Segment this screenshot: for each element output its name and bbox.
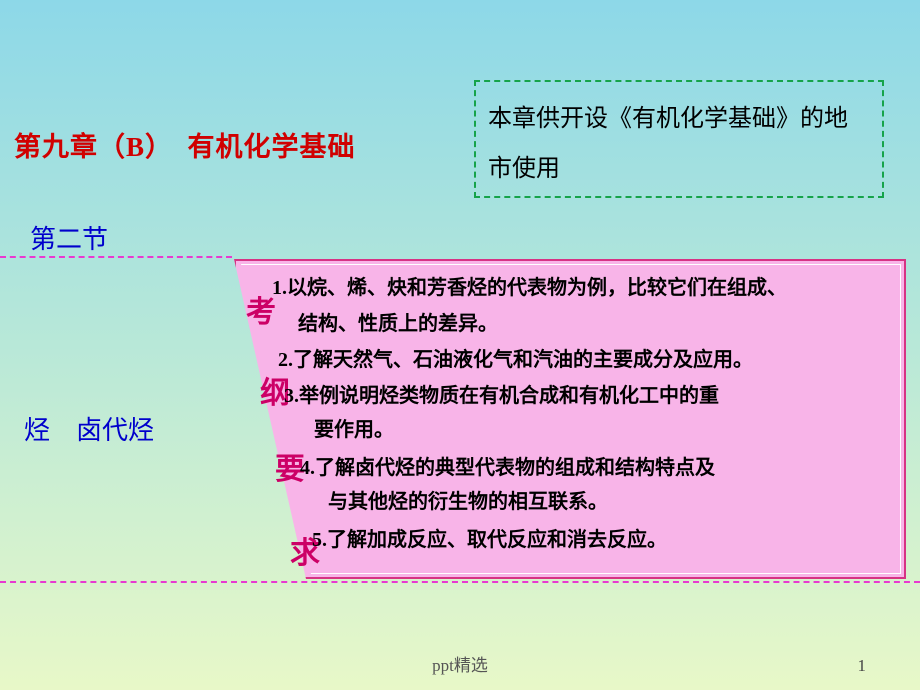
requirement-item-1b: 结构、性质上的差异。	[298, 308, 888, 340]
requirement-item-4b: 与其他烃的衍生物的相互联系。	[328, 486, 888, 518]
divider-dashed-top	[0, 256, 232, 258]
chapter-title: 第九章（B） 有机化学基础	[14, 125, 356, 164]
requirement-item-5: 5.了解加成反应、取代反应和消去反应。	[312, 524, 892, 556]
divider-dashed-bottom	[0, 581, 920, 583]
requirement-item-3b: 要作用。	[314, 414, 884, 446]
requirement-item-1a: 1.以烷、烯、炔和芳香烃的代表物为例，比较它们在组成、	[272, 272, 892, 304]
topic-title: 烃 卤代烃	[24, 410, 154, 447]
chapter-note-box: 本章供开设《有机化学基础》的地市使用	[474, 80, 884, 198]
requirement-item-4a: 4.了解卤代烃的典型代表物的组成和结构特点及	[300, 452, 890, 484]
page-number: 1	[858, 656, 867, 676]
requirement-item-2: 2.了解天然气、石油液化气和汽油的主要成分及应用。	[278, 344, 898, 376]
requirement-item-3a: 3.举例说明烃类物质在有机合成和有机化工中的重	[284, 380, 884, 412]
section-title: 第二节	[30, 219, 108, 256]
footer-caption: ppt精选	[432, 651, 488, 676]
chapter-note-text: 本章供开设《有机化学基础》的地市使用	[488, 106, 848, 182]
